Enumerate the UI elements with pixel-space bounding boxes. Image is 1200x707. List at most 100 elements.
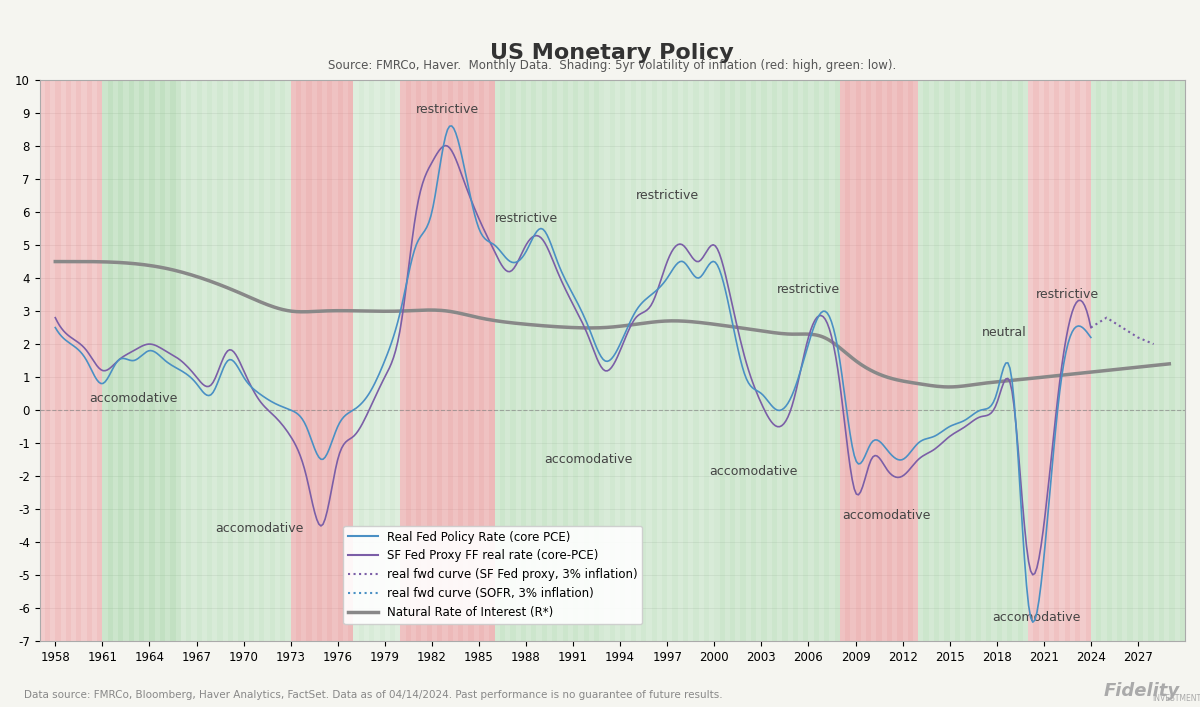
- Bar: [1091, 80, 1186, 641]
- Bar: [484, 80, 490, 641]
- Text: Source: FMRCo, Haver.  Monthly Data.  Shading: 5yr volatility of inflation (red:: Source: FMRCo, Haver. Monthly Data. Shad…: [328, 59, 896, 71]
- Bar: [427, 80, 432, 641]
- Bar: [1055, 80, 1060, 641]
- Bar: [526, 80, 532, 641]
- Title: US Monetary Policy: US Monetary Policy: [491, 43, 734, 64]
- Text: restrictive: restrictive: [494, 212, 558, 226]
- Bar: [337, 80, 343, 641]
- Natural Rate of Interest (R*): [713, 321, 727, 329]
- Bar: [44, 80, 50, 641]
- Bar: [233, 80, 239, 641]
- Bar: [860, 80, 866, 641]
- Bar: [102, 80, 108, 641]
- Bar: [186, 80, 191, 641]
- Bar: [66, 80, 71, 641]
- Bar: [463, 80, 468, 641]
- Bar: [1091, 80, 1096, 641]
- Real Fed Policy Rate (core PCE): [611, 345, 625, 354]
- Bar: [918, 80, 924, 641]
- Bar: [223, 80, 228, 641]
- Bar: [709, 80, 714, 641]
- Bar: [301, 80, 306, 641]
- Bar: [212, 80, 217, 641]
- Real Fed Policy Rate (core PCE): [899, 452, 913, 461]
- Real Fed Policy Rate (core PCE): [48, 323, 62, 332]
- Bar: [814, 80, 818, 641]
- Natural Rate of Interest (R*): [586, 324, 600, 332]
- Bar: [829, 80, 834, 641]
- Bar: [264, 80, 270, 641]
- SF Fed Proxy FF real rate (core-PCE): [542, 247, 557, 256]
- Bar: [678, 80, 683, 641]
- Bar: [541, 80, 547, 641]
- Bar: [170, 80, 175, 641]
- Bar: [647, 80, 652, 641]
- Bar: [704, 80, 709, 641]
- Bar: [181, 80, 186, 641]
- Bar: [474, 80, 479, 641]
- Bar: [1070, 80, 1075, 641]
- Bar: [50, 80, 55, 641]
- Bar: [688, 80, 694, 641]
- Bar: [1164, 80, 1169, 641]
- Bar: [144, 80, 150, 641]
- Bar: [206, 80, 212, 641]
- Bar: [443, 80, 448, 641]
- Bar: [599, 80, 605, 641]
- Text: restrictive: restrictive: [416, 103, 479, 117]
- Bar: [1133, 80, 1138, 641]
- real fwd curve (SF Fed proxy, 3% inflation): [1130, 333, 1145, 341]
- Natural Rate of Interest (R*): [580, 324, 594, 332]
- Bar: [778, 80, 782, 641]
- Bar: [244, 80, 248, 641]
- Bar: [364, 80, 370, 641]
- Bar: [77, 80, 82, 641]
- Bar: [328, 80, 332, 641]
- Bar: [217, 80, 223, 641]
- Bar: [1044, 80, 1049, 641]
- Bar: [479, 80, 484, 641]
- Bar: [1007, 80, 1013, 641]
- Bar: [898, 80, 902, 641]
- Text: restrictive: restrictive: [776, 283, 840, 296]
- Bar: [490, 80, 494, 641]
- Bar: [772, 80, 778, 641]
- Bar: [944, 80, 949, 641]
- Bar: [982, 80, 986, 641]
- Bar: [437, 80, 443, 641]
- Bar: [332, 80, 337, 641]
- Bar: [97, 80, 102, 641]
- Bar: [902, 80, 908, 641]
- Bar: [798, 80, 803, 641]
- Bar: [155, 80, 160, 641]
- Bar: [280, 80, 286, 641]
- Bar: [583, 80, 589, 641]
- Bar: [348, 80, 354, 641]
- Bar: [1028, 80, 1091, 641]
- Bar: [605, 80, 610, 641]
- Bar: [370, 80, 374, 641]
- Bar: [656, 80, 662, 641]
- Bar: [625, 80, 631, 641]
- Bar: [740, 80, 745, 641]
- Bar: [578, 80, 583, 641]
- Bar: [1013, 80, 1018, 641]
- Bar: [401, 80, 494, 641]
- SF Fed Proxy FF real rate (core-PCE): [548, 262, 563, 271]
- Text: accomodative: accomodative: [215, 522, 304, 535]
- Bar: [532, 80, 536, 641]
- Bar: [568, 80, 574, 641]
- Bar: [965, 80, 971, 641]
- Bar: [181, 80, 290, 641]
- Bar: [736, 80, 740, 641]
- Bar: [286, 80, 290, 641]
- SF Fed Proxy FF real rate (core-PCE): [899, 469, 913, 477]
- Bar: [1153, 80, 1159, 641]
- Bar: [924, 80, 929, 641]
- Real Fed Policy Rate (core PCE): [666, 264, 680, 272]
- Bar: [547, 80, 552, 641]
- Bar: [359, 80, 364, 641]
- Bar: [385, 80, 390, 641]
- Bar: [494, 80, 500, 641]
- Bar: [458, 80, 463, 641]
